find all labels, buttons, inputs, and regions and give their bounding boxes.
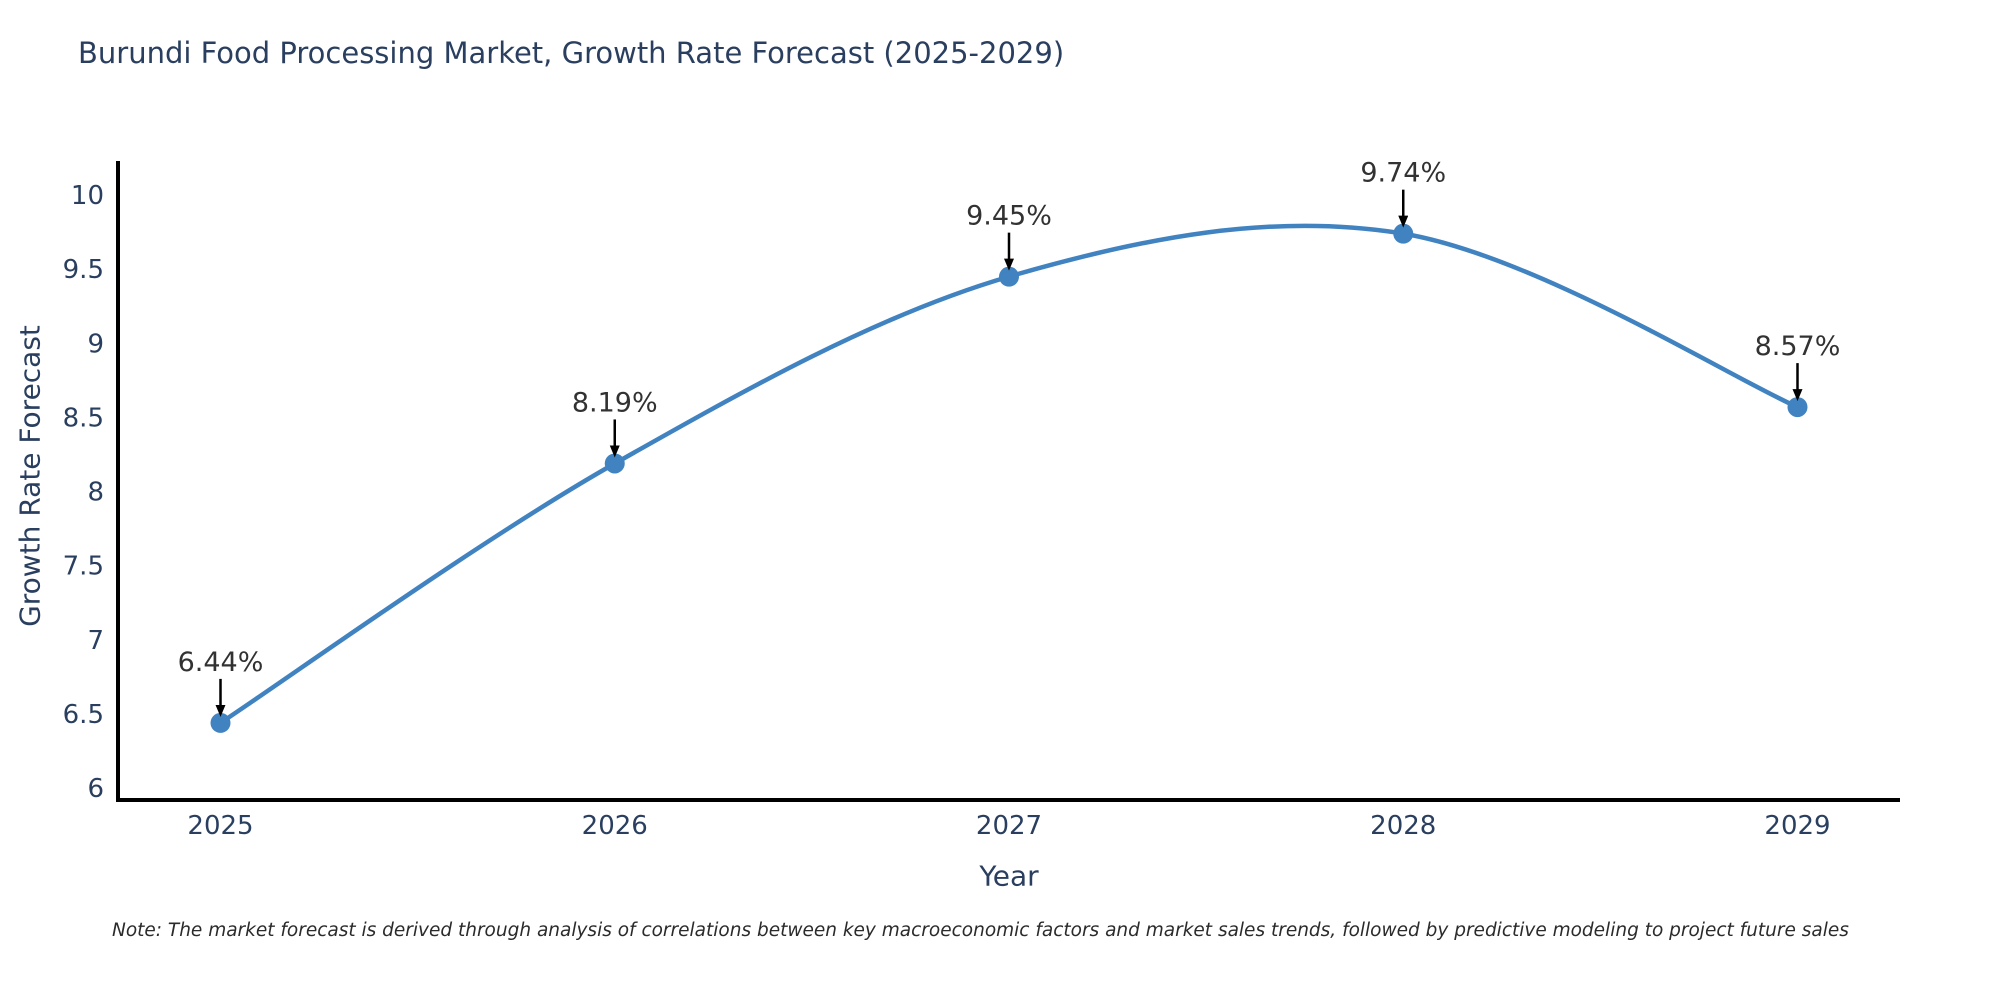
y-tick-label: 6 [87, 774, 104, 804]
x-tick-label: 2026 [582, 811, 648, 841]
x-tick-label: 2025 [187, 811, 253, 841]
annotation-label-2028: 9.74% [1360, 158, 1446, 189]
footnote: Note: The market forecast is derived thr… [112, 920, 1849, 941]
data-point-2028 [1393, 223, 1414, 244]
data-point-2029 [1787, 397, 1808, 418]
x-tick-label: 2027 [976, 811, 1042, 841]
y-tick-label: 9.5 [63, 255, 104, 285]
y-tick-label: 6.5 [63, 700, 104, 730]
annotation-label-2026: 8.19% [572, 387, 658, 418]
forecast-line [218, 223, 1800, 726]
chart-title: Burundi Food Processing Market, Growth R… [78, 36, 1065, 70]
x-axis-title: Year [979, 859, 1039, 893]
y-tick-label: 10 [71, 181, 104, 211]
data-point-2025 [210, 712, 231, 733]
y-tick-label: 8 [87, 478, 104, 508]
annotation-label-2025: 6.44% [178, 647, 264, 678]
x-tick-label: 2028 [1370, 811, 1436, 841]
annotation-label-2029: 8.57% [1755, 331, 1841, 362]
y-tick-label: 9 [87, 329, 104, 359]
data-point-2027 [999, 266, 1019, 287]
x-tick-label: 2029 [1764, 811, 1830, 841]
y-tick-label: 8.5 [63, 403, 104, 433]
annotation-label-2027: 9.45% [966, 201, 1052, 232]
data-point-2026 [604, 453, 625, 474]
y-tick-label: 7 [87, 626, 104, 656]
y-tick-label: 7.5 [63, 552, 104, 582]
